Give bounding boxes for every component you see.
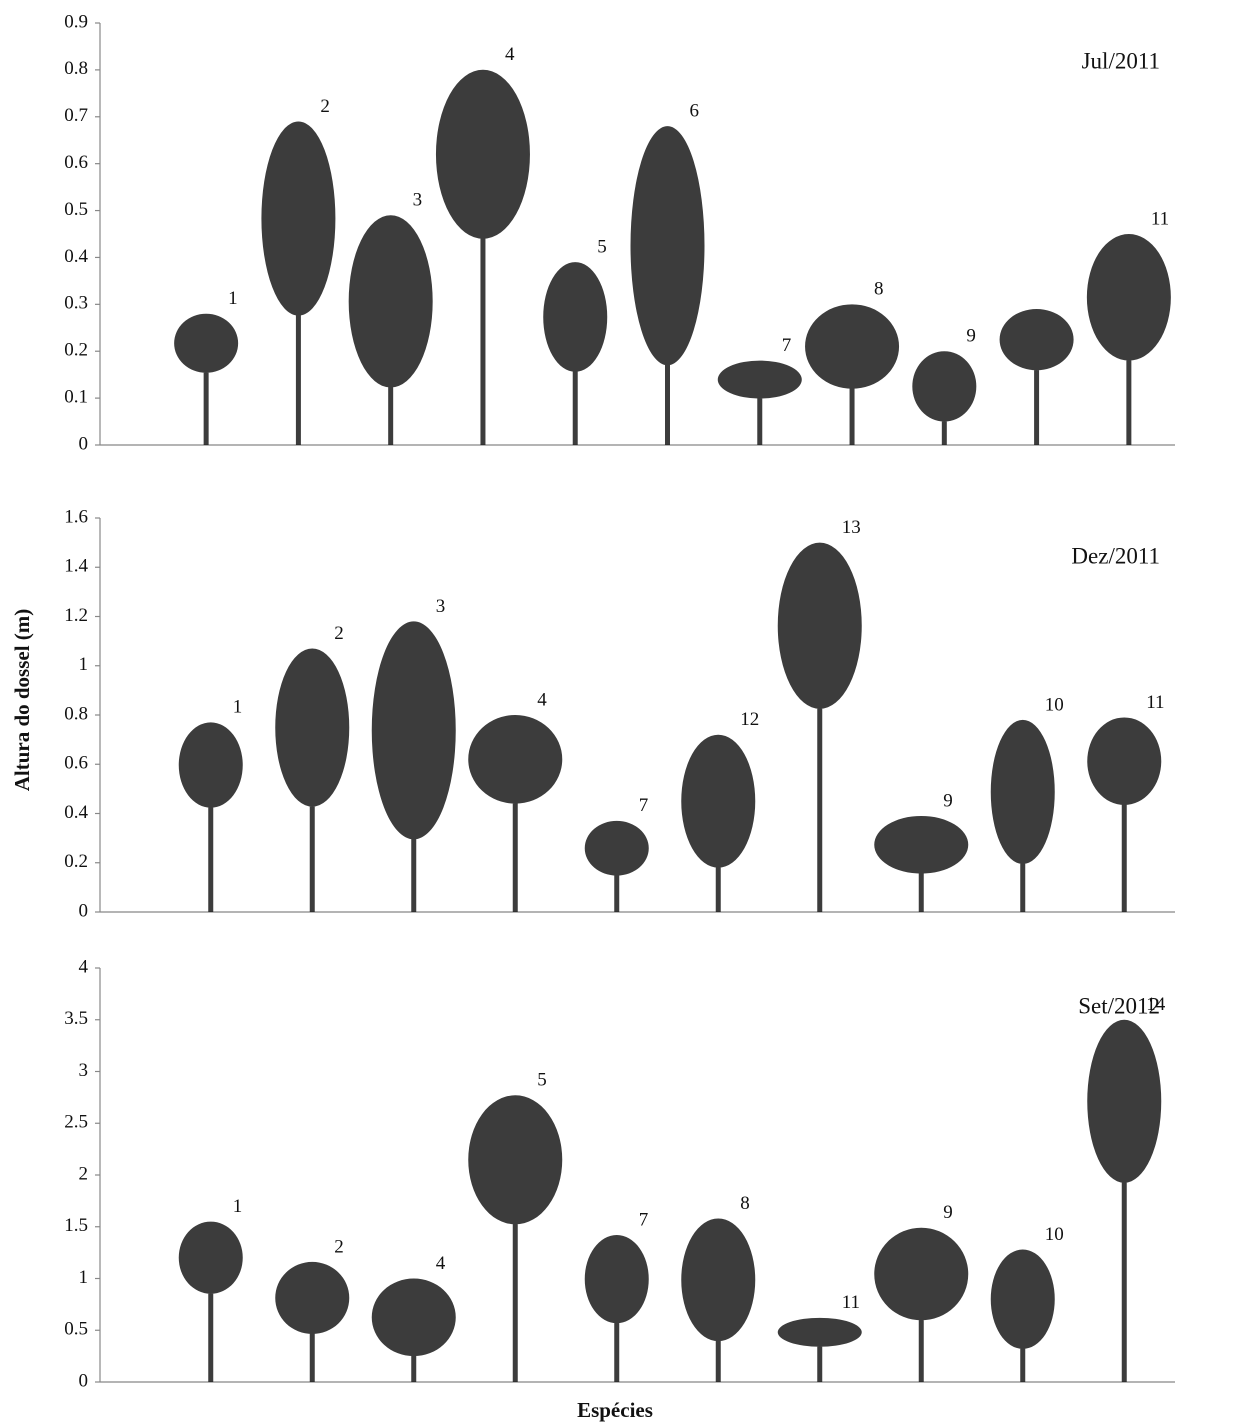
panel-title: Dez/2011 bbox=[1071, 543, 1160, 568]
plant bbox=[718, 361, 802, 445]
plant bbox=[778, 543, 862, 912]
plant bbox=[1087, 717, 1161, 912]
species-label: 3 bbox=[413, 190, 423, 211]
species-label: 2 bbox=[334, 623, 344, 644]
y-tick-label: 1.2 bbox=[64, 605, 88, 626]
y-tick-label: 0.4 bbox=[64, 246, 88, 267]
species-label: 11 bbox=[1146, 692, 1164, 713]
species-label: 14 bbox=[1146, 994, 1166, 1015]
y-tick-label: 3 bbox=[79, 1060, 89, 1081]
plant bbox=[436, 70, 530, 445]
species-label: 11 bbox=[1151, 208, 1169, 229]
plant bbox=[912, 351, 976, 445]
plant bbox=[543, 262, 607, 445]
y-tick-label: 4 bbox=[79, 956, 89, 977]
chart: Altura do dossel (m) Espécies Jul/2011 0 0… bbox=[0, 0, 1255, 1428]
plant bbox=[991, 720, 1055, 912]
x-axis-label: Espécies bbox=[577, 1398, 653, 1422]
y-tick-label: 0.6 bbox=[64, 753, 88, 774]
plant bbox=[179, 722, 243, 912]
plant bbox=[174, 314, 238, 445]
y-tick-label: 0.4 bbox=[64, 802, 88, 823]
plant bbox=[778, 1318, 862, 1382]
plant bbox=[585, 1235, 649, 1382]
y-tick-label: 0.6 bbox=[64, 152, 88, 173]
plant bbox=[991, 1250, 1055, 1382]
plant bbox=[372, 621, 456, 912]
plant bbox=[681, 735, 755, 912]
species-label: 7 bbox=[639, 795, 649, 816]
y-tick-label: 0 bbox=[79, 433, 89, 454]
species-label: 4 bbox=[436, 1253, 446, 1274]
plant bbox=[805, 304, 899, 445]
species-label: 6 bbox=[690, 101, 700, 122]
y-tick-label: 0 bbox=[79, 900, 89, 921]
species-label: 1 bbox=[228, 288, 238, 309]
y-tick-label: 1.4 bbox=[64, 556, 88, 577]
species-label: 8 bbox=[874, 279, 884, 300]
y-tick-label: 1.5 bbox=[64, 1215, 88, 1236]
species-label: 10 bbox=[1045, 1224, 1064, 1245]
plant bbox=[1000, 309, 1074, 445]
y-tick-label: 1 bbox=[79, 654, 89, 675]
species-label: 1 bbox=[233, 697, 243, 718]
plant bbox=[261, 121, 335, 445]
species-label: 9 bbox=[943, 790, 953, 811]
y-tick-label: 3.5 bbox=[64, 1008, 88, 1029]
species-label: 8 bbox=[740, 1193, 750, 1214]
plant bbox=[1087, 234, 1171, 445]
y-tick-label: 1.6 bbox=[64, 506, 88, 527]
panel-title: Jul/2011 bbox=[1082, 48, 1160, 73]
species-label: 1 bbox=[233, 1196, 243, 1217]
y-tick-label: 0.3 bbox=[64, 293, 88, 314]
plant bbox=[585, 821, 649, 912]
plant bbox=[275, 648, 349, 912]
plant bbox=[874, 816, 968, 912]
y-tick-label: 0.8 bbox=[64, 58, 88, 79]
y-tick-label: 1 bbox=[79, 1267, 89, 1288]
species-label: 5 bbox=[597, 236, 607, 257]
y-tick-label: 0 bbox=[79, 1370, 89, 1391]
y-tick-label: 0.1 bbox=[64, 386, 88, 407]
plant bbox=[275, 1262, 349, 1382]
plant bbox=[1087, 1020, 1161, 1382]
species-label: 13 bbox=[842, 517, 861, 538]
species-label: 2 bbox=[320, 96, 330, 117]
y-tick-label: 0.9 bbox=[64, 11, 88, 32]
plant bbox=[372, 1279, 456, 1383]
species-label: 12 bbox=[740, 709, 759, 730]
plant bbox=[468, 715, 562, 912]
y-tick-label: 0.8 bbox=[64, 703, 88, 724]
species-label: 5 bbox=[537, 1070, 547, 1091]
y-tick-label: 2.5 bbox=[64, 1112, 88, 1133]
y-tick-label: 0.5 bbox=[64, 199, 88, 220]
species-label: 9 bbox=[943, 1202, 953, 1223]
species-label: 10 bbox=[1045, 694, 1064, 715]
plant bbox=[179, 1222, 243, 1382]
plant bbox=[349, 215, 433, 445]
species-label: 4 bbox=[537, 689, 547, 710]
page: Altura do dossel (m) Espécies Jul/2011 0 0… bbox=[0, 0, 1255, 1428]
species-label: 7 bbox=[782, 335, 792, 356]
species-label: 4 bbox=[505, 44, 515, 65]
plant bbox=[468, 1095, 562, 1382]
species-label: 2 bbox=[334, 1236, 344, 1257]
species-label: 9 bbox=[966, 326, 976, 347]
y-axis-label: Altura do dossel (m) bbox=[10, 609, 34, 792]
y-tick-label: 0.2 bbox=[64, 851, 88, 872]
species-label: 7 bbox=[639, 1209, 649, 1230]
y-tick-label: 2 bbox=[79, 1163, 89, 1184]
plant bbox=[874, 1228, 968, 1382]
y-tick-label: 0.7 bbox=[64, 105, 88, 126]
species-label: 11 bbox=[842, 1292, 860, 1313]
y-tick-label: 0.5 bbox=[64, 1319, 88, 1340]
species-label: 3 bbox=[436, 596, 446, 617]
plant bbox=[681, 1218, 755, 1382]
y-tick-label: 0.2 bbox=[64, 340, 88, 361]
plant bbox=[631, 126, 705, 445]
